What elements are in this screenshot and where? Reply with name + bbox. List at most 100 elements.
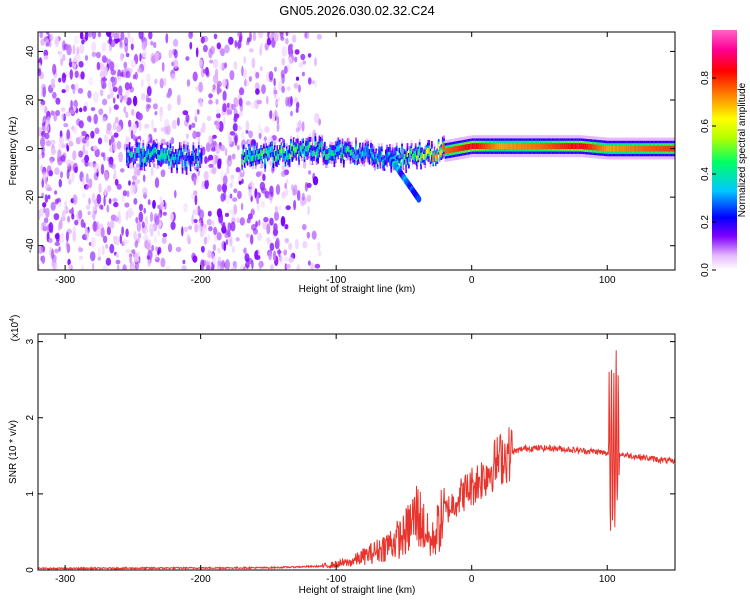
spectrogram-speckle (79, 32, 84, 40)
spectrogram-speckle (146, 136, 150, 142)
spectrogram-ridge-cell (154, 147, 157, 153)
spectrogram-ridge-cell (544, 143, 547, 149)
spectrogram-speckle (283, 249, 288, 256)
spectrogram-speckle (198, 220, 202, 229)
spectrogram-ridge-cell (288, 153, 291, 159)
spectrogram-speckle (41, 131, 46, 138)
spectrogram-speckle (182, 110, 189, 116)
spectrogram-speckle (55, 97, 61, 105)
spectrogram-ridge-cell (174, 153, 177, 160)
spectrogram-speckle (80, 218, 85, 228)
spectrogram-ridge-cell (170, 159, 173, 165)
spectrogram-speckle (288, 56, 293, 67)
spectrogram-speckle (70, 100, 73, 108)
spectrogram-ridge-cell (153, 147, 155, 154)
spectrogram-speckle (307, 205, 311, 216)
spectrogram-y-tick-label: 0 (25, 145, 36, 151)
spectrogram-speckle (283, 256, 289, 262)
spectrogram-speckle (109, 243, 115, 254)
spectrogram-speckle (284, 182, 288, 190)
spectrogram-ridge-cell (611, 145, 614, 152)
spectrogram-speckle (281, 73, 285, 84)
spectrogram-ridge-cell (517, 143, 520, 149)
spectrogram-ridge-cell (261, 152, 264, 159)
spectrogram-speckle (132, 123, 137, 134)
snr-y-tick-label: 1 (25, 491, 36, 497)
spectrogram-ridge-cell (595, 144, 597, 151)
spectrogram-speckle (150, 228, 154, 237)
spectrogram-ridge-cell (616, 145, 619, 152)
spectrogram-ridge-cell (413, 153, 416, 159)
spectrogram-speckle (208, 154, 214, 161)
spectrogram-speckle (170, 212, 174, 221)
spectrogram-ridge-cell (383, 160, 386, 166)
spectrogram-speckle (100, 163, 105, 175)
spectrogram-ridge-cell (199, 157, 202, 164)
spectrogram-ridge-cell (596, 144, 599, 151)
spectrogram-ridge-cell (622, 145, 624, 152)
spectrogram-speckle (68, 209, 74, 214)
spectrogram-speckle (72, 84, 76, 95)
spectrogram-speckle (102, 98, 108, 106)
spectrogram-speckle (98, 183, 102, 194)
spectrogram-speckle (254, 250, 258, 260)
spectrogram-speckle (128, 119, 132, 128)
spectrogram-speckle (251, 259, 254, 270)
spectrogram-ridge-cell (634, 145, 637, 152)
spectrogram-speckle (133, 253, 139, 263)
spectrogram-speckle (152, 199, 156, 209)
spectrogram-speckle (129, 68, 133, 74)
spectrogram-ridge-cell (551, 143, 554, 149)
spectrogram-speckle (225, 259, 230, 270)
spectrogram-ridge-cell (260, 149, 263, 156)
spectrogram-speckle (298, 84, 301, 93)
spectrogram-speckle (94, 127, 100, 135)
spectrogram-speckle (72, 194, 78, 205)
spectrogram-ridge-cell (131, 151, 134, 157)
spectrogram-speckle (152, 162, 156, 168)
spectrogram-speckle (145, 216, 148, 226)
spectrogram-speckle (231, 153, 236, 160)
spectrogram-speckle (195, 47, 199, 58)
spectrogram-speckle (277, 97, 281, 102)
spectrogram-speckle (102, 265, 108, 270)
spectrogram-ridge-cell (432, 155, 435, 162)
spectrogram-ridge-cell (256, 150, 258, 157)
spectrogram-ridge-cell (531, 143, 534, 149)
spectrogram-speckle (216, 42, 221, 50)
spectrogram-speckle (143, 234, 149, 241)
spectrogram-speckle (208, 226, 213, 232)
spectrogram-speckle (269, 110, 273, 120)
spectrogram-speckle (207, 249, 213, 259)
spectrogram-speckle (42, 202, 47, 208)
spectrogram-speckle (217, 184, 222, 192)
spectrogram-ridge-cell (444, 148, 447, 154)
spectrogram-speckle (74, 83, 79, 91)
spectrogram-speckle (78, 61, 84, 68)
spectrogram-speckle (49, 158, 53, 165)
spectrogram-ridge-cell (641, 145, 643, 152)
spectrogram-ridge-cell (338, 144, 341, 151)
spectrogram-speckle (181, 226, 184, 237)
spectrogram-speckle (248, 181, 254, 188)
spectrogram-speckle (307, 53, 312, 58)
spectrogram-speckle (215, 98, 219, 105)
spectrogram-ridge-cell (577, 143, 580, 149)
spectrogram-speckle (130, 59, 136, 69)
spectrogram-speckle (266, 95, 269, 105)
spectrogram-ridge-cell (395, 150, 398, 157)
spectrogram-speckle (239, 217, 245, 226)
spectrogram-ridge-cell (187, 150, 189, 156)
spectrogram-speckle (77, 246, 82, 253)
spectrogram-speckle (219, 63, 223, 70)
spectrogram-speckle (40, 137, 46, 148)
spectrogram-speckle (97, 256, 102, 261)
spectrogram-speckle (117, 76, 122, 82)
spectrogram-speckle (216, 247, 222, 254)
spectrogram-ridge-cell (447, 147, 450, 154)
spectrogram-speckle (162, 232, 168, 238)
spectrogram-ridge-cell (352, 152, 355, 158)
spectrogram-ridge-cell (658, 145, 661, 152)
spectrogram-speckle (285, 187, 289, 196)
spectrogram-speckle (62, 54, 66, 62)
